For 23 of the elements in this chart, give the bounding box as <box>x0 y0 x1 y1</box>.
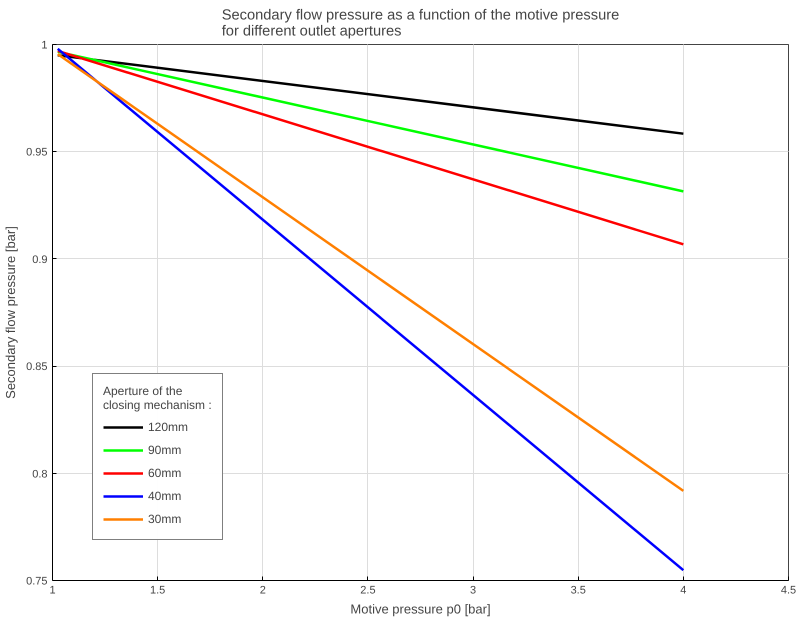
legend-label: 120mm <box>148 420 188 434</box>
y-tick-label: 0.85 <box>26 361 48 374</box>
y-tick-label: 1 <box>41 40 48 52</box>
legend-label: 30mm <box>148 512 182 526</box>
x-tick-label: 1.5 <box>150 584 166 596</box>
y-tick-label: 0.8 <box>32 468 48 480</box>
y-axis-title: Secondary flow pressure [bar] <box>3 226 18 399</box>
legend-label: 40mm <box>148 489 182 503</box>
x-tick-label: 3 <box>470 584 476 596</box>
legend-label: 60mm <box>148 466 182 480</box>
x-tick-label: 2.5 <box>360 584 376 596</box>
y-tick-label: 0.75 <box>26 576 48 588</box>
legend-label: 90mm <box>148 443 182 457</box>
y-tick-label: 0.95 <box>26 146 48 159</box>
legend-title: Aperture of the closing mechanism : <box>103 384 212 412</box>
x-tick-label: 2 <box>260 584 266 596</box>
y-tick-label: 0.9 <box>32 254 48 266</box>
x-tick-label: 4 <box>680 584 686 596</box>
x-axis-title: Motive pressure p0 [bar] <box>350 602 491 616</box>
x-tick-label: 3.5 <box>570 584 586 596</box>
x-tick-label: 4.5 <box>780 584 796 596</box>
x-tick-label: 1 <box>49 584 56 596</box>
chart-title: Secondary flow pressure as a function of the motive pressure for different outlet apertures <box>222 8 620 40</box>
